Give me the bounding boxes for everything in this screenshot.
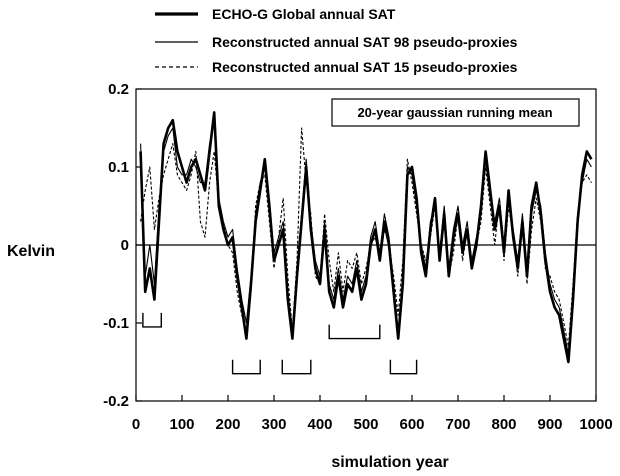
axis-ticks: 0 100 200 300 400 500 600 700 800 900 1000 -0.2 -0.1… [103, 81, 613, 433]
x-tick-label-600: 600 [399, 416, 424, 433]
y-tick-label-4: 0.2 [108, 81, 129, 98]
annotation-frame [331, 98, 580, 127]
x-tick-label-800: 800 [491, 416, 516, 433]
legend: ECHO-G Global annual SAT Reconstructed a… [155, 6, 518, 75]
x-tick-label-1000: 1000 [579, 416, 612, 433]
bracket-2 [281, 359, 312, 375]
x-axis-label: simulation year [331, 454, 448, 471]
legend-label-98-proxies: Reconstructed annual SAT 98 pseudo-proxi… [212, 34, 518, 50]
x-tick-label-200: 200 [215, 416, 240, 433]
y-tick-label-0: -0.2 [103, 393, 129, 410]
x-tick-label-500: 500 [353, 416, 378, 433]
y-tick-label-2: 0 [121, 237, 129, 254]
series-group [136, 111, 596, 364]
annotation-text: 20-year gaussian running mean [357, 105, 552, 120]
x-tick-label-100: 100 [169, 416, 194, 433]
y-axis-label: Kelvin [7, 243, 55, 260]
bracket-0 [142, 312, 162, 328]
y-tick-label-1: -0.1 [103, 315, 129, 332]
legend-label-echo-g: ECHO-G Global annual SAT [212, 6, 396, 22]
series-line-0 [139, 111, 593, 364]
bracket-3 [328, 324, 381, 340]
bracket-marks [142, 312, 418, 375]
x-tick-label-400: 400 [307, 416, 332, 433]
x-tick-label-300: 300 [261, 416, 286, 433]
legend-label-15-proxies: Reconstructed annual SAT 15 pseudo-proxi… [212, 59, 518, 75]
bracket-4 [389, 359, 418, 375]
bracket-1 [231, 359, 261, 375]
x-tick-label-900: 900 [537, 416, 562, 433]
y-tick-label-3: 0.1 [108, 159, 129, 176]
x-tick-label-700: 700 [445, 416, 470, 433]
x-tick-label-0: 0 [132, 416, 140, 433]
annotation-box: 20-year gaussian running mean [331, 98, 580, 127]
